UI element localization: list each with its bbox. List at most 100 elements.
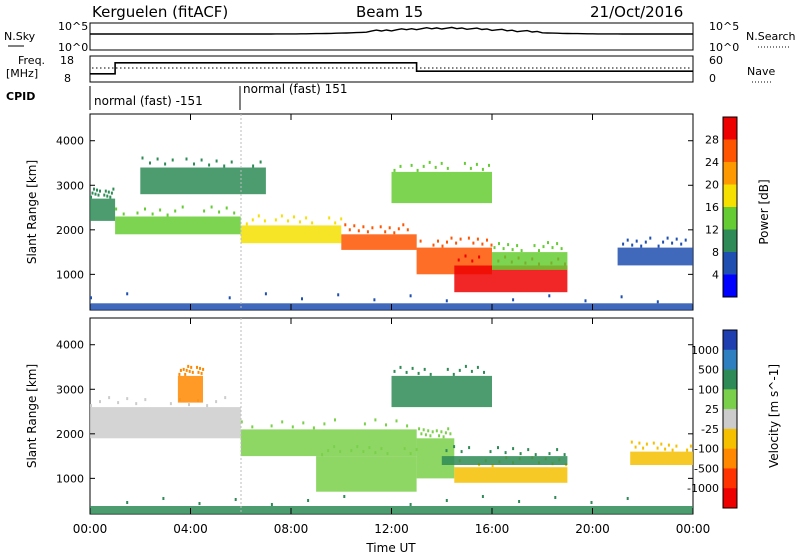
scatter-speck [486, 238, 488, 242]
velocity-colorbar-frame [722, 329, 738, 509]
scatter-speck [97, 193, 100, 197]
scatter-speck [476, 237, 479, 241]
scatter-speck [452, 372, 455, 376]
velocity-ylabel: Slant Range [km] [25, 364, 39, 468]
scatter-speck [223, 164, 226, 168]
scatter-speck [202, 367, 205, 371]
scatter-speck [445, 299, 448, 303]
scatter-speck [554, 496, 557, 499]
scatter-speck [630, 440, 633, 444]
velocity-colorbar-swatch [723, 409, 737, 430]
velocity-colorbar-tick: -25 [701, 423, 719, 436]
scatter-speck [136, 211, 139, 215]
scatter-speck [652, 441, 655, 445]
station-title: Kerguelen (fitACF) [92, 3, 228, 21]
scatter-speck [446, 166, 449, 170]
scatter-speck [386, 452, 389, 456]
scatter-speck [548, 452, 551, 456]
scatter-speck [542, 245, 545, 249]
scatter-speck [563, 453, 566, 457]
scatter-speck [144, 398, 147, 402]
scatter-speck [622, 242, 625, 246]
scatter-speck [476, 365, 479, 369]
scatter-speck [197, 370, 200, 374]
scatter-speck [228, 296, 231, 300]
scatter-speck [388, 226, 391, 230]
cpid-label: CPID [6, 90, 35, 103]
scatter-speck [649, 236, 652, 240]
scatter-speck [419, 239, 422, 243]
scatter-speck [626, 497, 629, 500]
power-colorbar-frame [722, 116, 738, 298]
scatter-speck [311, 221, 314, 225]
power-colorbar-tick: 12 [705, 224, 719, 237]
scatter-speck [671, 448, 674, 452]
scatter-speck [504, 451, 507, 455]
scatter-speck [312, 426, 315, 430]
scatter-speck [188, 369, 191, 373]
scatter-speck [468, 446, 471, 450]
nsky-tick-top: 10^5 [58, 20, 88, 33]
scatter-speck [126, 501, 129, 504]
scatter-speck [428, 160, 431, 164]
scatter-speck [445, 499, 448, 502]
scatter-speck [126, 397, 129, 401]
scatter-speck [185, 157, 188, 161]
scatter-speck [90, 195, 92, 199]
power-colorbar-tick: 24 [705, 156, 719, 169]
scatter-speck [423, 367, 426, 371]
velocity-colorbar-swatch [723, 468, 737, 489]
scatter-region-2 [240, 225, 342, 244]
scatter-speck [635, 239, 638, 243]
scatter-speck [164, 162, 167, 166]
scatter-speck [91, 191, 94, 195]
nave-label: Nave [747, 65, 775, 78]
scatter-region-5 [441, 456, 568, 465]
scatter-speck [126, 292, 129, 296]
scatter-speck [475, 162, 478, 166]
y-tick-label: 1000 [56, 268, 84, 281]
scatter-speck [667, 443, 670, 447]
scatter-speck [251, 218, 254, 222]
scatter-speck [135, 402, 138, 406]
velocity-colorbar-label: Velocity [m s^-1] [767, 364, 781, 468]
power-colorbar-tick: 4 [712, 269, 719, 282]
x-tick-label: 20:00 [575, 522, 610, 536]
velocity-heatmap [90, 364, 693, 514]
scatter-speck [471, 259, 474, 263]
scatter-speck [644, 240, 647, 244]
scatter-speck [257, 214, 260, 218]
scatter-speck [664, 447, 667, 451]
freq-unit: [MHz] [6, 67, 38, 80]
velocity-colorbar-tick: -500 [694, 462, 719, 475]
power-colorbar-swatch [723, 252, 737, 275]
scatter-speck [457, 258, 460, 262]
scatter-speck [490, 243, 493, 247]
x-tick-label: 16:00 [475, 522, 510, 536]
time-x-axis: 00:00 04:00 08:00 12:00 16:00 20:00 00:00 [73, 114, 710, 536]
scatter-speck [196, 365, 198, 369]
scatter-speck [178, 372, 181, 376]
scatter-speck [117, 401, 120, 405]
scatter-region-4 [454, 467, 568, 483]
scatter-speck [409, 294, 412, 298]
scatter-speck [393, 369, 396, 373]
scatter-speck [460, 450, 463, 454]
power-colorbar-tick: 28 [705, 134, 719, 147]
nsearch-label: N.Search [746, 30, 796, 43]
velocity-colorbar-swatch [723, 349, 737, 371]
x-tick-label: 00:00 [73, 522, 108, 536]
scatter-speck [182, 367, 185, 371]
scatter-speck [547, 241, 549, 245]
scatter-speck [224, 396, 227, 400]
scatter-speck [516, 244, 519, 248]
scatter-speck [259, 160, 262, 164]
scatter-speck [399, 365, 402, 369]
scatter-speck [374, 451, 377, 455]
scatter-speck [631, 243, 634, 247]
scatter-speck [185, 368, 188, 372]
scatter-speck [188, 403, 190, 407]
scatter-speck [107, 190, 110, 194]
scatter-speck [198, 502, 201, 505]
